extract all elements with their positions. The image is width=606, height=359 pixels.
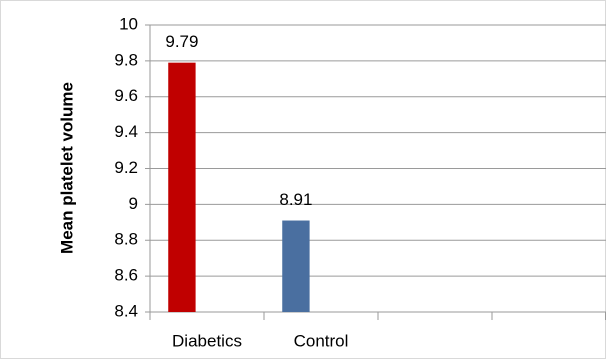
y-tick-label: 8.4 — [114, 301, 138, 320]
y-tick-label: 8.6 — [114, 266, 138, 285]
y-tick-label: 10 — [119, 14, 138, 33]
bar — [168, 62, 196, 313]
y-tick-label: 9.6 — [114, 86, 138, 105]
x-tick-label: Diabetics — [172, 331, 242, 350]
y-tick-label: 8.8 — [114, 230, 138, 249]
y-tick-label: 9.2 — [114, 158, 138, 177]
y-axis-title: Mean platelet volume — [57, 82, 76, 254]
y-tick-label: 9.4 — [114, 122, 138, 141]
x-tick-label: Control — [294, 331, 349, 350]
data-label: 8.91 — [279, 190, 312, 209]
data-label: 9.79 — [165, 32, 198, 51]
bar — [282, 220, 310, 312]
y-tick-label: 9 — [129, 194, 138, 213]
y-tick-label: 9.8 — [114, 50, 138, 69]
